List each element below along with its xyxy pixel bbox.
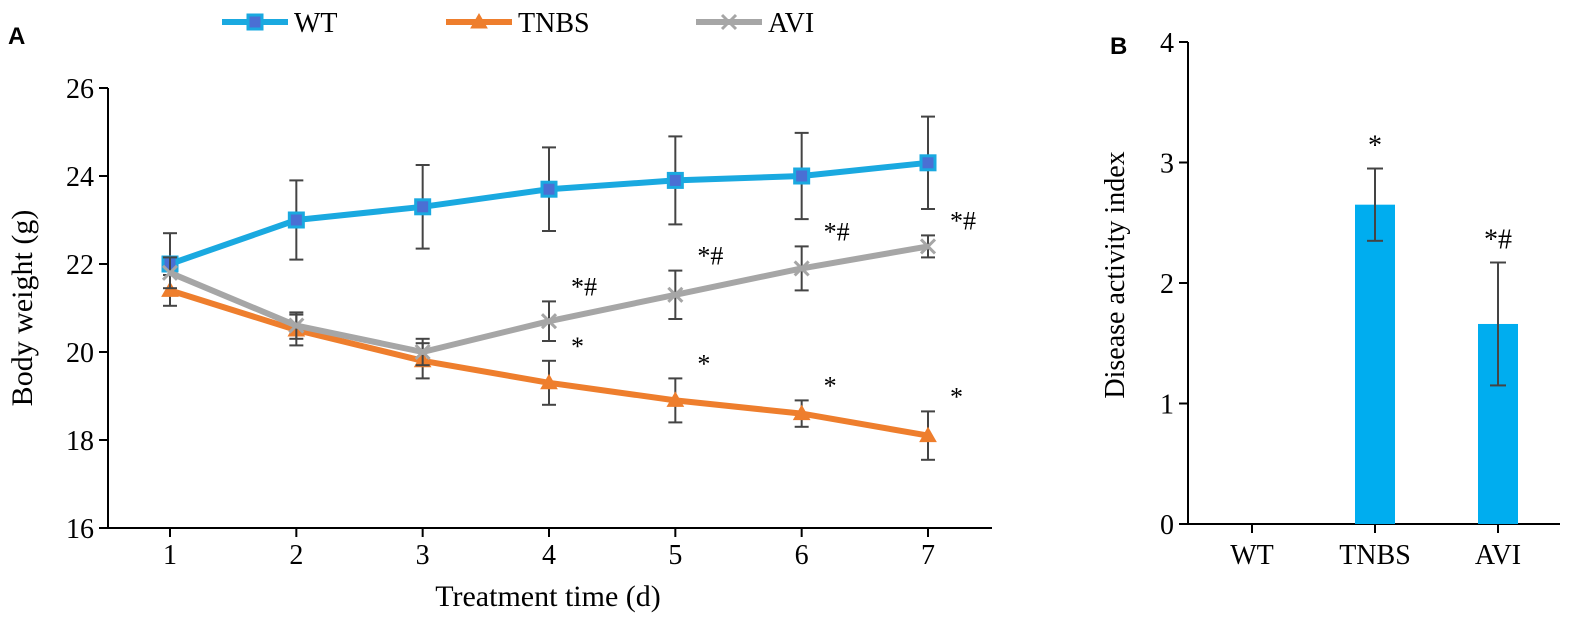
significance-marker: *: [950, 382, 963, 411]
panel-a-y-axis-label: Body weight (g): [6, 210, 39, 407]
significance-marker: *#: [571, 272, 597, 301]
legend-item-avi: AVI: [696, 8, 814, 39]
data-point-avi-stroke-b: [540, 313, 558, 330]
data-point-avi-stroke-b: [288, 317, 305, 334]
data-point-wt: [540, 180, 558, 198]
panel-b-y-tick-label: 0: [1160, 510, 1174, 541]
bar-tnbs: [1355, 204, 1395, 525]
significance-marker: *#: [950, 206, 976, 235]
bar-group-tnbs: *: [1355, 131, 1395, 525]
panel-a-x-tick-label: 2: [289, 540, 303, 571]
panel-a-label: A: [8, 23, 25, 50]
significance-marker: *: [824, 371, 837, 400]
data-point-avi-stroke-b: [414, 343, 431, 361]
panel-a-y-tick-label: 24: [66, 162, 94, 193]
data-point-tnbs: [540, 373, 558, 390]
data-point-avi: [414, 343, 431, 361]
legend-item-tnbs: TNBS: [446, 8, 590, 39]
data-point-avi-stroke-b: [793, 260, 810, 277]
data-point-wt: [287, 211, 305, 229]
legend-swatch-marker: [246, 13, 264, 31]
data-point-wt: [666, 171, 684, 189]
legend-label: WT: [294, 8, 338, 39]
panel-b-x-tick-label: AVI: [1475, 540, 1521, 571]
panel-a-y-tick-label: 16: [66, 514, 94, 545]
panel-a-x-tick-label: 3: [416, 540, 430, 571]
panel-a-axes: 1 2 3 4 5 6 7 16 18 20 22 24 26: [66, 74, 992, 571]
panel-a-x-tick-label: 1: [163, 540, 177, 571]
panel-a-x-tick-label: 7: [921, 540, 935, 571]
data-point-avi-stroke-b: [667, 286, 684, 303]
data-point-avi: [793, 260, 810, 277]
significance-marker: *: [697, 349, 710, 378]
panel-a-x-tick-label: 5: [668, 540, 682, 571]
panel-b-y-tick-label: 3: [1160, 149, 1174, 180]
panel-b-y-tick-label: 1: [1160, 390, 1174, 421]
legend-label: TNBS: [518, 8, 590, 39]
data-point-wt: [414, 198, 432, 216]
panel-a-y-tick-label: 20: [66, 338, 94, 369]
significance-marker: *#: [824, 217, 850, 246]
data-point-wt: [919, 154, 937, 172]
panel-b-y-tick-label: 4: [1160, 28, 1174, 59]
legend-swatch-marker: [720, 13, 738, 31]
series-tnbs: * * * *: [161, 274, 963, 461]
significance-marker: *: [1368, 131, 1382, 162]
series-avi: *# *# *# *#: [161, 206, 976, 367]
panel-a-y-tick-label: 26: [66, 74, 94, 105]
data-point-avi-stroke-b: [161, 264, 179, 281]
data-point-tnbs: [161, 281, 179, 297]
data-point-avi: [667, 286, 684, 303]
data-point-avi-stroke-b: [919, 238, 937, 255]
legend-item-wt: WT: [222, 8, 338, 39]
panel-a-y-tick-label: 18: [66, 426, 94, 457]
panel-a-x-tick-label: 4: [542, 540, 556, 571]
data-point-avi: [161, 264, 179, 281]
panel-b-bar-chart: B 0 1 2 3 4 WT TNBS AVI * *# Disease activity in…: [1100, 28, 1560, 571]
legend-label: AVI: [768, 8, 814, 39]
bar-group-avi: *#: [1478, 225, 1518, 524]
data-point-wt: [793, 167, 811, 185]
panel-b-label: B: [1110, 33, 1127, 60]
significance-marker: *#: [1484, 225, 1512, 256]
significance-marker: *: [571, 332, 584, 361]
panel-b-y-tick-label: 2: [1160, 269, 1174, 300]
data-point-avi: [288, 317, 305, 334]
panel-b-y-axis-label: Disease activity index: [1100, 151, 1131, 398]
panel-b-x-tick-label: TNBS: [1339, 540, 1411, 571]
panel-a-x-axis-label: Treatment time (d): [435, 580, 661, 613]
panel-a-y-tick-label: 22: [66, 250, 94, 281]
significance-marker: *#: [697, 242, 723, 271]
panel-b-bars: * *#: [1355, 131, 1518, 525]
data-point-avi: [919, 238, 937, 255]
legend-swatch-marker-stroke-b: [720, 13, 738, 31]
data-point-avi: [540, 313, 558, 330]
panel-a-series: * * * * *# *# *# *#: [161, 115, 976, 461]
data-point-tnbs: [666, 391, 685, 407]
panel-b-x-tick-label: WT: [1230, 540, 1274, 571]
legend-swatch-marker: [470, 12, 488, 29]
panel-a-legend: WT TNBS AVI: [222, 8, 814, 39]
data-point-tnbs: [919, 426, 937, 443]
data-point-tnbs: [792, 404, 811, 421]
panel-a-x-tick-label: 6: [795, 540, 809, 571]
